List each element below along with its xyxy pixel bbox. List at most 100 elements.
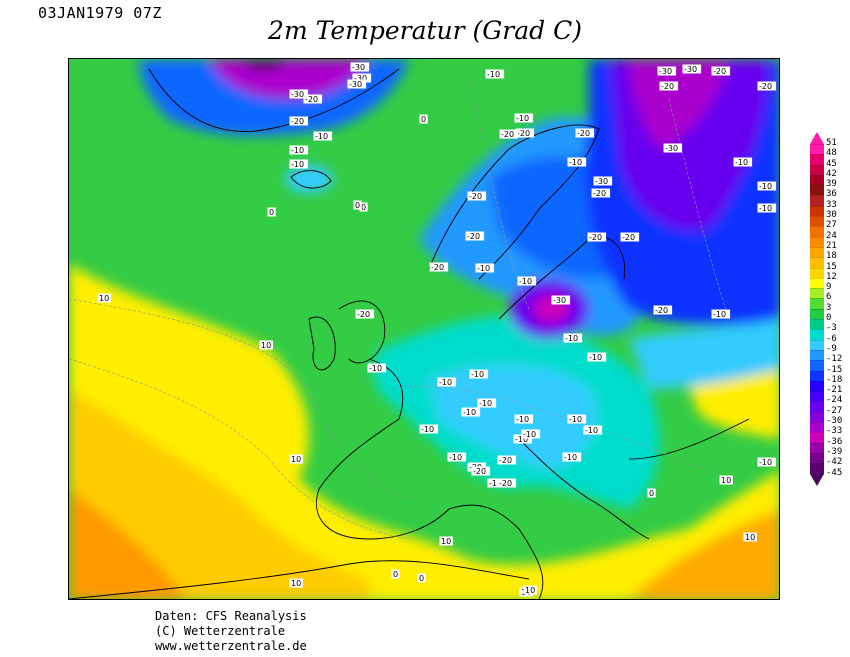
colorbar-level-label: 45 bbox=[826, 158, 837, 169]
contour-label: 10 bbox=[523, 585, 537, 595]
colorbar-level-label: -24 bbox=[826, 395, 843, 406]
contour-label: -10 bbox=[521, 429, 541, 439]
contour-label: -10 bbox=[517, 276, 537, 286]
contour-label: -20 bbox=[465, 231, 485, 241]
svg-text:-10: -10 bbox=[759, 204, 772, 213]
colorbar-segment bbox=[810, 463, 824, 474]
contour-label: -10 bbox=[583, 425, 603, 435]
contour-label: 0 bbox=[419, 114, 428, 124]
contour-label: 0 bbox=[359, 202, 368, 212]
colorbar bbox=[810, 132, 824, 486]
contour-label: -20 bbox=[499, 129, 519, 139]
svg-text:-30: -30 bbox=[352, 63, 365, 72]
svg-text:-20: -20 bbox=[305, 95, 318, 104]
colorbar-level-label: 42 bbox=[826, 168, 837, 179]
svg-text:-10: -10 bbox=[569, 158, 582, 167]
svg-text:-10: -10 bbox=[369, 364, 382, 373]
contour-label: -20 bbox=[289, 116, 309, 126]
colorbar-bottom-cap bbox=[810, 473, 824, 486]
contour-label: -20 bbox=[467, 191, 487, 201]
colorbar-segment bbox=[810, 216, 824, 227]
colorbar-segment bbox=[810, 319, 824, 330]
contour-label: -10 bbox=[514, 414, 534, 424]
svg-text:0: 0 bbox=[419, 574, 424, 583]
contour-label: -10 bbox=[487, 478, 507, 488]
svg-text:-20: -20 bbox=[655, 306, 668, 315]
credits-data-source: Daten: CFS Reanalysis bbox=[155, 609, 307, 623]
colorbar-level-label: 3 bbox=[826, 302, 832, 313]
colorbar-level-label: 6 bbox=[826, 292, 832, 303]
svg-text:-10: -10 bbox=[759, 182, 772, 191]
colorbar-level-label: 18 bbox=[826, 251, 837, 262]
colorbar-labels: 51 48 45 42 39 36 33 30 27 24 21 18 15 12 9 6 3 0 -3 -6 -9 -1… bbox=[826, 138, 850, 478]
colorbar-segment bbox=[810, 308, 824, 320]
svg-text:-20: -20 bbox=[622, 233, 635, 242]
contour-label: -10 bbox=[367, 363, 387, 373]
contour-label: -30 bbox=[352, 73, 372, 83]
svg-text:-10: -10 bbox=[291, 160, 304, 169]
colorbar-level-label: 48 bbox=[826, 148, 837, 159]
svg-text:-20: -20 bbox=[473, 467, 486, 476]
colorbar-segment bbox=[810, 370, 824, 381]
svg-text:10: 10 bbox=[99, 294, 109, 303]
svg-text:-10: -10 bbox=[487, 70, 500, 79]
colorbar-level-label: -39 bbox=[826, 446, 843, 457]
colorbar-segment bbox=[810, 257, 824, 268]
svg-text:0: 0 bbox=[269, 208, 274, 217]
contour-label: 0 bbox=[417, 573, 426, 583]
svg-text:-10: -10 bbox=[516, 415, 529, 424]
colorbar-level-label: 24 bbox=[826, 230, 837, 241]
contour-label: -20 bbox=[620, 232, 640, 242]
contour-label: -10 bbox=[562, 452, 582, 462]
colorbar-level-label: -30 bbox=[826, 416, 843, 427]
svg-text:-30: -30 bbox=[349, 80, 362, 89]
contour-label: -20 bbox=[303, 94, 323, 104]
contour-label: -10 bbox=[447, 452, 467, 462]
svg-text:-10: -10 bbox=[713, 310, 726, 319]
svg-text:-10: -10 bbox=[477, 264, 490, 273]
contour-label: -20 bbox=[471, 466, 491, 476]
svg-text:-10: -10 bbox=[569, 415, 582, 424]
colorbar-level-label: 39 bbox=[826, 179, 837, 190]
svg-text:-10: -10 bbox=[471, 370, 484, 379]
colorbar-level-label: -9 bbox=[826, 343, 837, 354]
svg-text:-20: -20 bbox=[593, 189, 606, 198]
contour-label: -10 bbox=[477, 398, 497, 408]
contour-label: -10 bbox=[485, 69, 505, 79]
svg-text:-20: -20 bbox=[499, 456, 512, 465]
svg-text:-10: -10 bbox=[735, 158, 748, 167]
colorbar-level-label: -27 bbox=[826, 405, 843, 416]
svg-text:0: 0 bbox=[355, 201, 360, 210]
svg-text:-10: -10 bbox=[516, 114, 529, 123]
colorbar-level-label: 51 bbox=[826, 138, 837, 148]
contour-label: -20 bbox=[587, 232, 607, 242]
svg-text:-30: -30 bbox=[595, 177, 608, 186]
colorbar-segment bbox=[810, 246, 824, 258]
svg-text:-10: -10 bbox=[519, 277, 532, 286]
contour-label: 0 bbox=[391, 569, 400, 579]
colorbar-level-label: -6 bbox=[826, 333, 837, 344]
date-time-label: 03JAN1979 07Z bbox=[38, 4, 162, 22]
contour-label: -10 bbox=[289, 145, 309, 155]
chart-title: 2m Temperatur (Grad C) bbox=[268, 16, 582, 45]
colorbar-segment bbox=[810, 339, 824, 350]
contour-label: 0 bbox=[353, 200, 362, 210]
svg-text:-20: -20 bbox=[759, 82, 772, 91]
colorbar-level-label: 33 bbox=[826, 199, 837, 210]
colorbar-level-label: 36 bbox=[826, 189, 837, 200]
contour-label: 10 bbox=[289, 578, 303, 588]
colorbar-top-cap bbox=[810, 132, 824, 144]
svg-text:-10: -10 bbox=[489, 479, 502, 488]
colorbar-level-label: 12 bbox=[826, 271, 837, 282]
svg-text:-30: -30 bbox=[684, 65, 697, 74]
contour-label: -20 bbox=[575, 128, 595, 138]
svg-text:-20: -20 bbox=[469, 192, 482, 201]
svg-text:-20: -20 bbox=[589, 233, 602, 242]
svg-text:-20: -20 bbox=[499, 479, 512, 488]
svg-text:-30: -30 bbox=[291, 90, 304, 99]
contour-label: -10 bbox=[475, 263, 495, 273]
contour-label: -10 bbox=[469, 369, 489, 379]
colorbar-segment bbox=[810, 236, 824, 247]
colorbar-segment bbox=[810, 422, 824, 433]
svg-text:-10: -10 bbox=[421, 425, 434, 434]
